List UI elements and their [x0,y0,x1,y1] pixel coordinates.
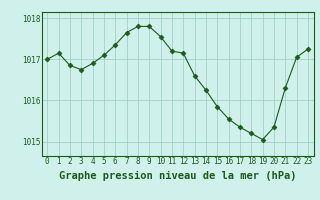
X-axis label: Graphe pression niveau de la mer (hPa): Graphe pression niveau de la mer (hPa) [59,171,296,181]
